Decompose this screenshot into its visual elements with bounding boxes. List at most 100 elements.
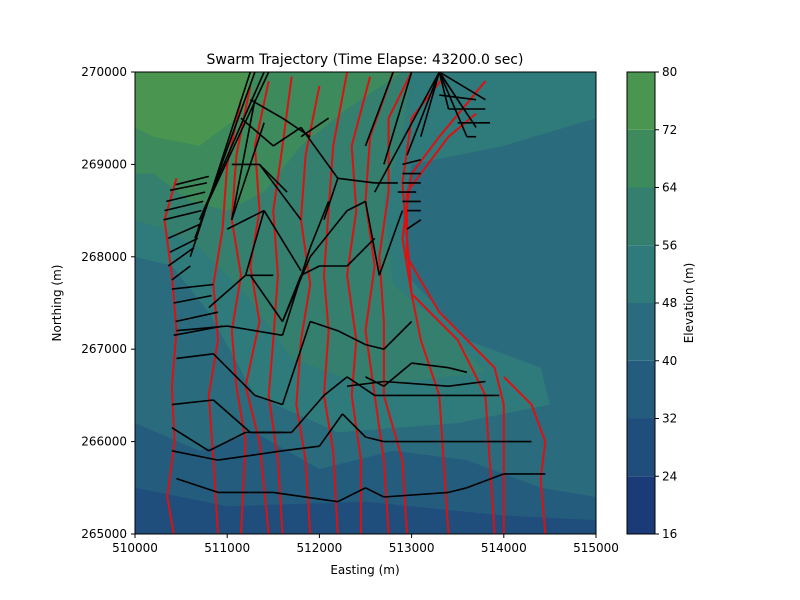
colorbar-band — [627, 187, 655, 246]
y-axis: 265000 266000 267000 268000 269000 270000 — [81, 65, 135, 541]
x-axis-label: Easting (m) — [330, 563, 399, 577]
colorbar-tick-label: 32 — [662, 412, 677, 426]
connection-line — [258, 163, 288, 193]
connection-line — [309, 210, 348, 258]
y-tick-label: 270000 — [81, 65, 127, 79]
connection-line — [438, 72, 459, 101]
x-tick-label: 515000 — [573, 541, 619, 555]
colorbar-band — [627, 476, 655, 534]
chart-title: Swarm Trajectory (Time Elapse: 43200.0 s… — [207, 52, 524, 68]
colorbar-band — [627, 72, 655, 130]
x-tick-label: 511000 — [204, 541, 250, 555]
connection-line — [406, 72, 441, 156]
connection-line — [281, 275, 302, 322]
connection-line — [171, 283, 214, 290]
connection-line — [164, 200, 204, 212]
colorbar-band — [627, 360, 655, 419]
colorbar-band — [627, 245, 655, 303]
colorbar-tick-label: 56 — [662, 238, 677, 252]
connection-line — [300, 126, 339, 179]
connection-line — [254, 394, 283, 406]
connection-line — [208, 431, 246, 452]
connection-line — [448, 380, 486, 387]
colorbar-band — [627, 303, 655, 361]
connection-line — [383, 380, 449, 387]
colorbar-tick-label: 16 — [662, 527, 677, 541]
connection-line — [309, 320, 339, 332]
connection-line — [323, 178, 339, 221]
colorbar-band — [627, 129, 655, 188]
colorbar-tick-label: 80 — [662, 65, 677, 79]
connection-line — [364, 72, 394, 147]
connection-line — [448, 487, 468, 494]
connection-line — [309, 201, 330, 248]
connection-line — [171, 265, 191, 281]
x-tick-label: 513000 — [389, 541, 435, 555]
connection-line — [364, 201, 381, 276]
connection-line — [203, 72, 270, 211]
connection-line — [273, 491, 338, 503]
colorbar-label: Elevation (m) — [682, 263, 696, 344]
connection-line — [249, 274, 284, 322]
connection-line — [175, 311, 219, 323]
connection-line — [171, 427, 210, 452]
x-tick-label: 510000 — [112, 541, 158, 555]
trajectory-line — [295, 85, 321, 534]
trajectory-line — [406, 112, 505, 534]
y-axis-label: Northing (m) — [50, 265, 64, 342]
connection-line — [173, 294, 212, 304]
trajectory-line — [163, 178, 178, 534]
terrain-layer — [135, 72, 596, 534]
y-tick-label: 265000 — [81, 527, 127, 541]
trajectory-line — [364, 72, 395, 534]
colorbar-tick-label: 64 — [662, 181, 677, 195]
y-tick-label: 269000 — [81, 157, 127, 171]
connection-line — [383, 491, 449, 498]
connection-line — [175, 175, 209, 186]
plot-frame — [134, 71, 597, 535]
terrain-region — [135, 487, 596, 534]
connection-line — [438, 72, 450, 110]
connection-line — [163, 209, 202, 221]
connection-line — [282, 445, 320, 452]
connection-line — [244, 210, 265, 276]
connection-line — [337, 177, 375, 184]
connection-line — [346, 376, 376, 397]
colorbar-tick-label: 40 — [662, 354, 677, 368]
connection-line — [411, 362, 449, 369]
connection-line — [227, 325, 283, 337]
connection-line — [438, 72, 468, 138]
connection-line — [448, 366, 468, 374]
colorbar-tick-label: 72 — [662, 123, 677, 137]
connection-line — [167, 223, 200, 240]
connection-line — [231, 122, 265, 221]
colorbar-tick-label: 48 — [662, 296, 677, 310]
connection-line — [323, 376, 348, 397]
connection-line — [365, 436, 385, 443]
colorbar: 16 24 32 40 48 56 64 72 80 — [627, 65, 677, 541]
connection-line — [438, 72, 486, 101]
connection-line — [240, 117, 274, 147]
connection-line — [365, 376, 385, 387]
trajectory-line — [401, 80, 496, 534]
connection-line — [383, 72, 413, 165]
connection-line — [291, 394, 325, 433]
y-tick-label: 267000 — [81, 342, 127, 356]
connection-line — [208, 274, 247, 309]
plot-area — [135, 72, 596, 534]
connection-line — [189, 72, 252, 258]
connection-line — [341, 413, 367, 438]
trajectory-line — [503, 376, 547, 534]
connection-line — [226, 209, 265, 230]
trajectory-line — [346, 76, 372, 534]
connection-line — [300, 265, 320, 277]
connection-line — [406, 219, 422, 230]
connection-line — [167, 246, 195, 267]
connection-line — [318, 413, 344, 447]
trajectory-line — [378, 72, 413, 534]
connection-line — [169, 237, 199, 253]
connection-line — [281, 247, 311, 336]
y-tick-label: 266000 — [81, 435, 127, 449]
trajectory-line — [267, 76, 293, 534]
